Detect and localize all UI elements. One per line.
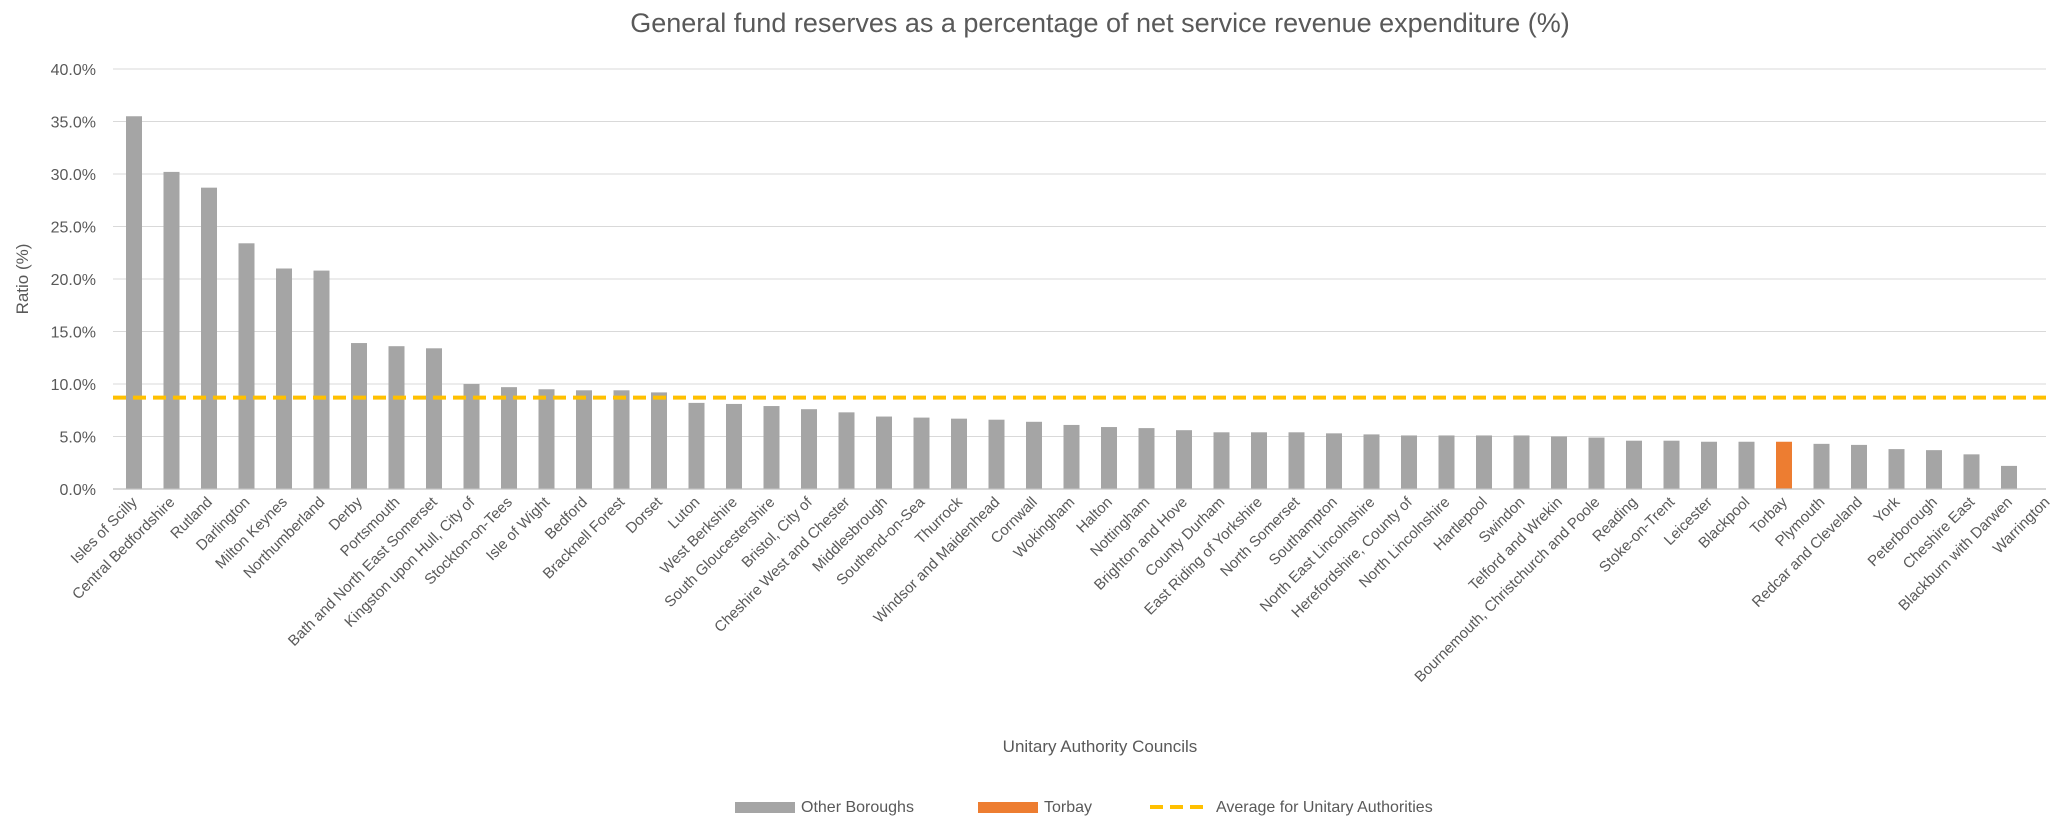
bar-leicester	[1701, 441, 1717, 489]
bar-halton	[1101, 427, 1117, 489]
bar-bracknell-forest	[613, 390, 630, 489]
bar-portsmouth	[388, 346, 405, 489]
bar-bournemouth-christchurch-and-poole	[1588, 437, 1605, 489]
legend-label-torbay: Torbay	[1044, 799, 1092, 816]
bar-west-berkshire	[726, 403, 742, 489]
bar-bath-and-north-east-somerset	[426, 348, 442, 489]
bar-south-gloucestershire	[763, 406, 780, 489]
bar-hartlepool	[1476, 435, 1492, 489]
legend-swatch-other-boroughs	[735, 802, 795, 813]
bar-blackpool	[1738, 441, 1755, 489]
y-tick-label: 20.0%	[51, 272, 96, 289]
bar-east-riding-of-yorkshire	[1251, 432, 1267, 489]
bar-north-east-lincolnshire	[1363, 434, 1380, 489]
bar-york	[1888, 449, 1905, 489]
x-tick-label: York	[1870, 493, 1903, 526]
y-tick-label: 0.0%	[60, 482, 96, 499]
y-axis-ticks: 0.0% 5.0% 10.0% 15.0% 20.0% 25.0% 30.0% 35.0% 40…	[51, 62, 96, 499]
bar-central-bedfordshire	[163, 171, 180, 489]
bar-isles-of-scilly	[126, 116, 142, 489]
bar-torbay	[1776, 441, 1792, 489]
bar-county-durham	[1213, 432, 1230, 489]
bar-bristol-city-of	[801, 409, 817, 489]
legend: Other Boroughs Torbay Average for Unitar…	[735, 799, 1433, 816]
bar-stoke-on-trent	[1663, 440, 1680, 489]
y-tick-label: 5.0%	[60, 430, 96, 447]
bar-brighton-and-hove	[1176, 430, 1192, 489]
legend-swatch-torbay	[978, 802, 1038, 813]
bar-southend-on-sea	[913, 417, 930, 489]
bar-luton	[688, 402, 705, 489]
y-tick-label: 10.0%	[51, 377, 96, 394]
bar-bedford	[576, 390, 592, 489]
bar-swindon	[1513, 435, 1530, 489]
bar-milton-keynes	[276, 268, 292, 489]
bar-thurrock	[951, 418, 967, 489]
bar-dorset	[651, 392, 667, 489]
bar-stockton-on-tees	[501, 387, 517, 489]
y-tick-label: 25.0%	[51, 220, 96, 237]
bar-southampton	[1326, 433, 1342, 489]
legend-label-average: Average for Unitary Authorities	[1216, 799, 1433, 816]
y-tick-label: 40.0%	[51, 62, 96, 79]
y-tick-label: 35.0%	[51, 115, 96, 132]
bar-kingston-upon-hull-city-of	[463, 384, 480, 489]
legend-label-other-boroughs: Other Boroughs	[801, 799, 914, 816]
bar-redcar-and-cleveland	[1851, 444, 1867, 489]
bar-telford-and-wrekin	[1551, 436, 1567, 489]
bar-wokingham	[1063, 424, 1080, 489]
bar-isle-of-wight	[538, 389, 555, 489]
x-axis-label: Unitary Authority Councils	[1003, 737, 1198, 756]
bar-derby	[351, 343, 367, 489]
bar-blackburn-with-darwen	[2001, 465, 2017, 489]
bars	[126, 116, 2017, 489]
bar-cheshire-east	[1963, 454, 1980, 489]
y-tick-label: 30.0%	[51, 167, 96, 184]
bar-herefordshire-county-of	[1401, 435, 1417, 489]
bar-middlesbrough	[876, 416, 892, 489]
bar-reading	[1626, 440, 1642, 489]
bar-cheshire-west-and-chester	[838, 412, 855, 489]
x-tick-label: Dorset	[623, 493, 667, 537]
bar-plymouth	[1813, 443, 1830, 489]
bar-rutland	[201, 187, 217, 489]
bar-northumberland	[313, 270, 330, 489]
bar-nottingham	[1138, 428, 1155, 489]
bar-darlington	[238, 243, 255, 489]
bar-windsor-and-maidenhead	[988, 419, 1005, 489]
bar-north-lincolnshire	[1438, 435, 1455, 489]
chart-title: General fund reserves as a percentage of…	[630, 8, 1570, 38]
y-tick-label: 15.0%	[51, 325, 96, 342]
bar-north-somerset	[1288, 432, 1305, 489]
bar-peterborough	[1926, 450, 1942, 489]
bar-cornwall	[1026, 421, 1042, 489]
y-axis-label: Ratio (%)	[13, 244, 32, 315]
